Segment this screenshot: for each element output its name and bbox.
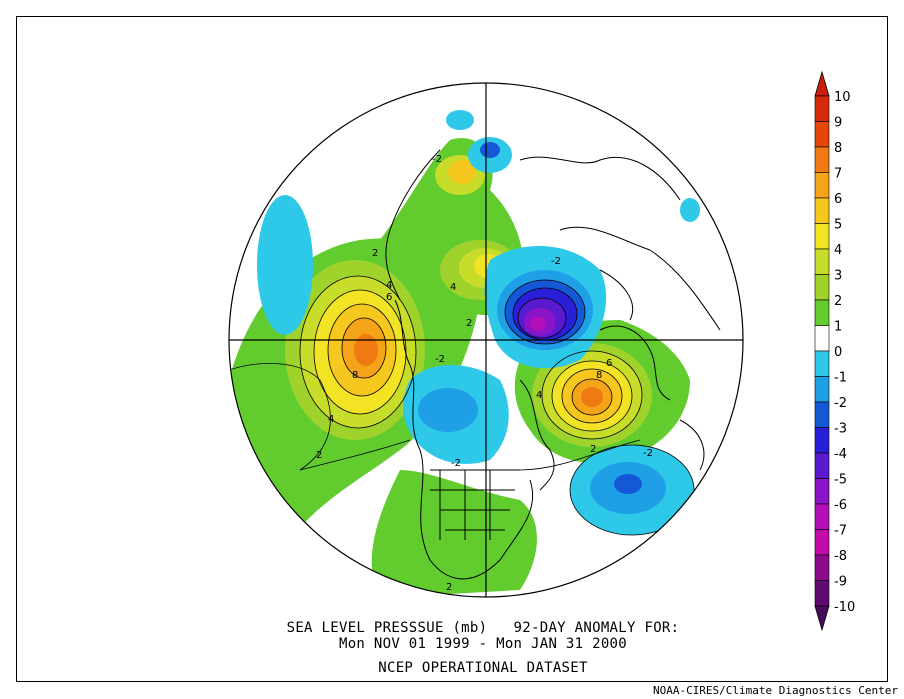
figure-frame [16,16,888,682]
contour-lines [229,275,695,536]
map-disc [229,83,743,597]
colorbar-tick-label: 1 [834,320,842,335]
colorbar-swatch [814,503,830,530]
contour-label: 4 [536,390,542,401]
contour-label-group: 2 4 6 8 4 2 2 -2 -2 -2 6 8 4 2 -2 -2 4 2 [316,154,653,593]
contour-label: 4 [386,280,392,291]
colorbar-tick-label: 5 [834,218,842,233]
colorbar-tick-label: 4 [834,243,842,258]
na-green [371,470,537,597]
colorbar-top-arrow [814,70,830,97]
colorbar-swatch [814,146,830,173]
contour-label: 6 [386,292,392,303]
canada-low-2 [418,388,478,432]
n-europe-low-2 [480,142,500,158]
colorbar-swatch [814,172,830,199]
colorbar-tick-label: 0 [834,345,842,360]
plot-title-line-3: NCEP OPERATIONAL DATASET [378,660,588,676]
colorbar-swatch [814,401,830,428]
contour-label: -2 [432,154,442,165]
greenland-low [446,110,474,130]
pacific-high-8 [354,334,378,366]
colorbar-swatch [814,580,830,607]
atlantic-high-8 [581,387,603,407]
colorbar-swatch [814,554,830,581]
credit-text: NOAA-CIRES/Climate Diagnostics Center [652,684,898,697]
contour-label: 2 [446,582,452,593]
colorbar-tick-label: 9 [834,116,842,131]
colorbar-tick-label: 3 [834,269,842,284]
colorbar-tick-label: -8 [834,549,847,564]
contour-label: 4 [328,414,334,425]
colorbar-tick-label: -7 [834,524,847,539]
colorbar-tick-label: -5 [834,473,847,488]
contour-label: -2 [643,448,653,459]
colorbar-swatch [814,197,830,224]
e-asia-low [680,198,700,222]
contour-label: 6 [606,358,612,369]
colorbar-tick-label: -2 [834,396,847,411]
plot-title-line-2: Mon NOV 01 1999 - Mon JAN 31 2000 [338,636,628,652]
colorbar-swatch [814,274,830,301]
colorbar-swatch [814,478,830,505]
w-pacific-low [257,195,313,335]
contour-label: 2 [590,444,596,455]
colorbar-swatch [814,121,830,148]
colorbar-tick-label: -9 [834,575,847,590]
colorbar-swatch [814,452,830,479]
colorbar-tick-label: -6 [834,498,847,513]
colorbar-tick-label: 7 [834,167,842,182]
s-atlantic-low-3 [614,474,642,494]
colorbar-tick-label: -10 [834,600,855,615]
colorbar-swatch [814,95,830,122]
contour-label: 2 [316,450,322,461]
colorbar-swatch [814,529,830,556]
colorbar-tick-label: 10 [834,90,851,105]
colorbar-swatch [814,350,830,377]
contour-label: -2 [435,354,445,365]
plot-title-line-1: SEA LEVEL PRESSSUE (mb) 92-DAY ANOMALY F… [286,620,680,636]
contour-label: 2 [372,248,378,259]
colorbar-tick-label: -4 [834,447,847,462]
hemisphere-outline [228,82,744,598]
colorbar-swatch [814,299,830,326]
contour-label: 8 [596,370,602,381]
coastlines [385,149,721,580]
colorbar-swatch [814,248,830,275]
colorbar-swatch [814,325,830,352]
arctic-low-7 [530,317,546,331]
colorbar-swatch [814,223,830,250]
contour-label: -2 [451,458,461,469]
colorbar-bottom-arrow [814,605,830,632]
colorbar-tick-label: 2 [834,294,842,309]
colorbar-tick-label: 8 [834,141,842,156]
colorbar-tick-label: 6 [834,192,842,207]
siberia-high-3b [448,160,476,184]
colorbar-tick-label: -1 [834,371,847,386]
contour-label: 2 [466,318,472,329]
contour-label: 4 [450,282,456,293]
colorbar-swatch [814,427,830,454]
contour-label: 8 [352,370,358,381]
contour-label: -2 [551,256,561,267]
colorbar-swatch [814,376,830,403]
colorbar-tick-label: -3 [834,422,847,437]
